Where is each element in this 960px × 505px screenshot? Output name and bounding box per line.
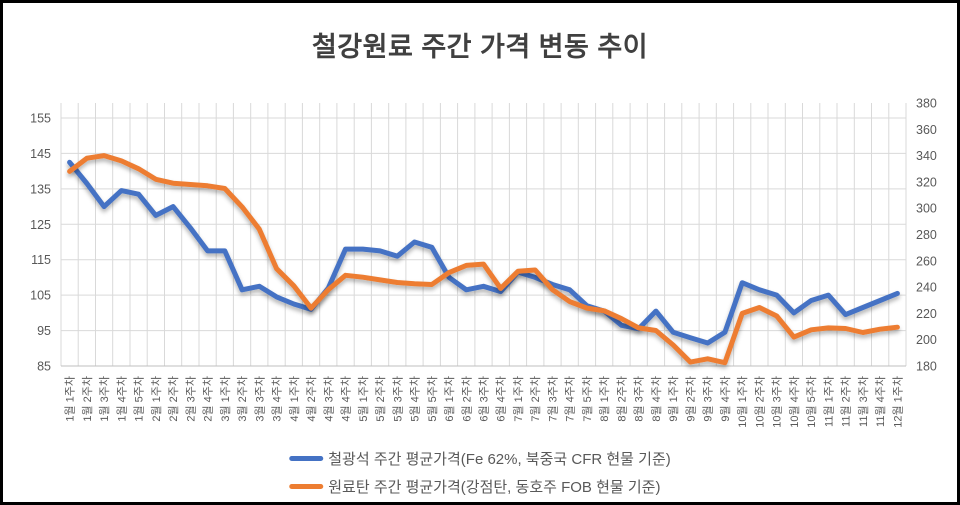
y-axis-right-tick-label: 220 [916, 307, 937, 321]
x-axis-category-label: 7월 5주차 [581, 376, 594, 422]
x-axis-category-label: 4월 4주차 [340, 376, 353, 422]
y-axis-left-tick-label: 145 [30, 147, 51, 161]
price-line-chart: 155 145 135 125 115 105 95 85 380 360 340 320 300 280… [30, 97, 937, 428]
x-axis-category-label: 3월 3주차 [253, 376, 266, 422]
x-axis-category-label: 6월 3주차 [478, 376, 491, 422]
x-axis-category-label: 5월 4주차 [409, 376, 422, 422]
x-axis-category-label: 5월 5주차 [426, 376, 439, 422]
x-axis-category-label: 10월 5주차 [805, 376, 818, 428]
x-axis-category-label: 8월 3주차 [633, 376, 646, 422]
x-axis-category-label: 7월 1주차 [512, 376, 525, 422]
legend-swatch-coking-coal-line [289, 484, 324, 489]
y-axis-right-tick-label: 200 [916, 333, 937, 347]
x-axis-category-label: 7월 4주차 [564, 376, 577, 422]
x-axis-category-label: 3월 4주차 [271, 376, 284, 422]
x-axis-category-label: 5월 2주차 [374, 376, 387, 422]
legend-swatch-iron-ore-line [289, 456, 324, 461]
y-axis-right-tick-label: 340 [916, 149, 937, 163]
x-axis-category-label: 8월 2주차 [616, 376, 629, 422]
x-axis-category-label: 5월 3주차 [391, 376, 404, 422]
x-axis-category-label: 10월 3주차 [771, 376, 784, 428]
x-axis-category-label: 9월 3주차 [702, 376, 715, 422]
y-axis-right-tick-label: 300 [916, 202, 937, 216]
x-axis-category-label: 8월 1주차 [598, 376, 611, 422]
y-axis-left-tick-label: 95 [37, 324, 51, 338]
x-axis-category-label: 2월 4주차 [202, 376, 215, 422]
x-axis-category-label: 11월 1주차 [822, 376, 835, 427]
legend-item-coking-coal: 원료탄 주간 평균가격(강점탄, 동호주 FOB 현물 기준) [289, 476, 660, 497]
x-axis-category-label: 9월 1주차 [667, 376, 680, 422]
x-axis-category-label: 5월 1주차 [357, 376, 370, 422]
x-axis-category-label: 6월 4주차 [495, 376, 508, 422]
x-axis-category-label: 2월 2주차 [167, 376, 180, 422]
x-axis-category-label: 3월 2주차 [236, 376, 249, 422]
y-axis-left-tick-label: 125 [30, 218, 51, 232]
y-axis-right-tick-label: 380 [916, 97, 937, 111]
y-axis-right-tick-label: 360 [916, 123, 937, 137]
x-axis-category-label: 2월 3주차 [184, 376, 197, 422]
y-axis-right-labels: 380 360 340 320 300 280 260 240 220 200 180 [916, 97, 937, 374]
x-axis-labels: 1월 1주차 1월 2주차 1월 3주차 1월 4주차 1월 5주차 2월 1주차 2월 2… [64, 376, 905, 428]
x-axis-category-label: 1월 1주차 [64, 376, 77, 422]
x-axis-category-label: 10월 4주차 [788, 376, 801, 428]
vertical-gridlines [60, 103, 907, 366]
y-axis-left-tick-label: 135 [30, 182, 51, 196]
x-axis-category-label: 6월 2주차 [460, 376, 473, 422]
x-axis-category-label: 9월 2주차 [684, 376, 697, 422]
x-axis-category-label: 6월 1주차 [443, 376, 456, 422]
x-axis-category-label: 1월 2주차 [81, 376, 94, 422]
x-axis-category-label: 11월 3주차 [857, 376, 870, 427]
x-axis-category-label: 11월 4주차 [874, 376, 887, 427]
x-axis-category-label: 3월 1주차 [219, 376, 232, 422]
series-coking-coal-line [67, 153, 900, 366]
x-axis-category-label: 1월 3주차 [98, 376, 111, 422]
x-axis-category-label: 2월 1주차 [150, 376, 163, 422]
x-axis-category-label: 9월 4주차 [719, 376, 732, 422]
y-axis-right-tick-label: 260 [916, 254, 937, 268]
legend-item-iron-ore: 철광석 주간 평균가격(Fe 62%, 북중국 CFR 현물 기준) [289, 448, 671, 469]
series-iron-ore-line [67, 159, 900, 346]
x-axis-category-label: 1월 4주차 [115, 376, 128, 422]
horizontal-gridlines [61, 117, 906, 367]
chart-title: 철강원료 주간 가격 변동 추이 [311, 32, 649, 62]
legend-label-coking-coal: 원료탄 주간 평균가격(강점탄, 동호주 FOB 현물 기준) [328, 479, 661, 496]
legend-label-iron-ore: 철광석 주간 평균가격(Fe 62%, 북중국 CFR 현물 기준) [328, 451, 671, 468]
x-axis-category-label: 4월 1주차 [288, 376, 301, 422]
y-axis-left-tick-label: 85 [37, 360, 51, 374]
x-axis-category-label: 11월 2주차 [840, 376, 853, 427]
x-axis-category-label: 7월 2주차 [529, 376, 542, 422]
x-axis-category-label: 10월 1주차 [736, 376, 749, 428]
y-axis-left-labels: 155 145 135 125 115 105 95 85 [30, 112, 51, 374]
y-axis-left-tick-label: 105 [30, 289, 51, 303]
x-axis-category-label: 10월 2주차 [753, 376, 766, 428]
x-axis-category-label: 7월 3주차 [547, 376, 560, 422]
y-axis-right-tick-label: 280 [916, 228, 937, 242]
y-axis-right-tick-label: 240 [916, 281, 937, 295]
y-axis-left-tick-label: 115 [31, 253, 51, 267]
x-axis-category-label: 4월 2주차 [305, 376, 318, 422]
x-axis-category-label: 1월 5주차 [133, 376, 146, 422]
y-axis-right-tick-label: 320 [916, 175, 937, 189]
y-axis-right-tick-label: 180 [916, 360, 937, 374]
x-axis-category-label: 12월 1주차 [891, 376, 904, 428]
y-axis-left-tick-label: 155 [30, 112, 51, 126]
x-axis-category-label: 4월 3주차 [322, 376, 335, 422]
x-axis-category-label: 8월 4주차 [650, 376, 663, 422]
legend: 철광석 주간 평균가격(Fe 62%, 북중국 CFR 현물 기준) 원료탄 주… [289, 448, 671, 497]
